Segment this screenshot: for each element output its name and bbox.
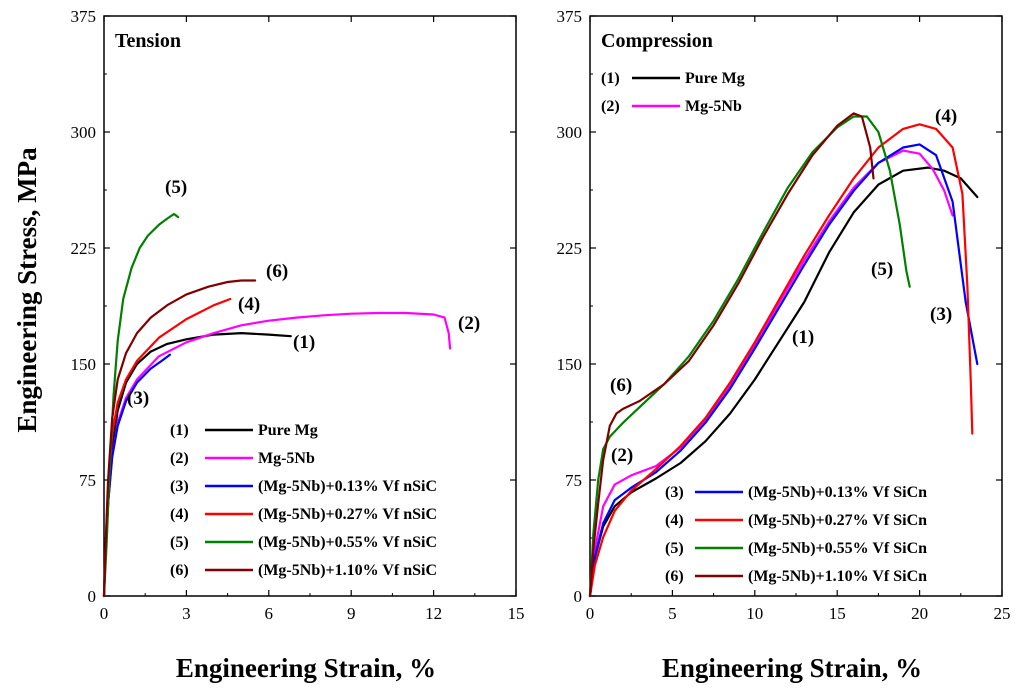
y-tick-label: 300: [71, 123, 97, 142]
y-tick-label: 375: [71, 7, 97, 26]
legend-number: (3): [170, 478, 189, 495]
x-tick-label: 15: [829, 604, 846, 623]
y-tick-label: 75: [79, 471, 96, 490]
legend-text: (Mg-5Nb)+0.55% Vf nSiC: [258, 534, 437, 551]
curve-label-3: (3): [930, 304, 952, 325]
series-line-3: [588, 143, 979, 598]
x-axis-label-tension: Engineering Strain, %: [176, 653, 436, 683]
curve-label-2: (2): [611, 445, 633, 466]
legend-number: (2): [170, 450, 189, 467]
x-tick-label: 5: [668, 604, 677, 623]
panel-title-tension: Tension: [115, 30, 181, 52]
legend-number: (4): [665, 512, 684, 529]
series-line-4: [588, 123, 974, 598]
y-axis-label-tension: Engineering Stress, MPa: [12, 147, 42, 433]
legend-number: (5): [665, 540, 684, 557]
y-tick-label: 0: [88, 587, 97, 606]
curve-label-1: (1): [792, 327, 814, 348]
y-tick-label: 75: [565, 471, 582, 490]
legend-text: (Mg-5Nb)+0.27% Vf SiCn: [748, 512, 927, 529]
series-line-1: [588, 166, 979, 598]
curve-label-5: (5): [165, 177, 187, 198]
legend-text: Pure Mg: [685, 70, 745, 87]
compression-panel: 0 75 150 225 300 375 0 5 10 15 20 25 (1) (2) (3) (4) (5)…: [557, 7, 1011, 623]
legend-number: (1): [601, 70, 620, 87]
legend-text: (Mg-5Nb)+0.13% Vf SiCn: [748, 484, 927, 501]
curve-label-1: (1): [293, 332, 315, 353]
legend-text: (Mg-5Nb)+0.55% Vf SiCn: [748, 540, 927, 557]
curve-label-6: (6): [610, 375, 632, 396]
y-tick-label: 225: [71, 239, 97, 258]
y-tick-label: 150: [71, 355, 97, 374]
legend-text: (Mg-5Nb)+0.13% Vf nSiC: [258, 478, 437, 495]
legend-number: (6): [665, 568, 684, 585]
series-line-6: [102, 279, 257, 598]
legend-text: Pure Mg: [258, 422, 318, 439]
y-tick-label: 300: [557, 123, 583, 142]
x-tick-label: 9: [347, 604, 356, 623]
y-tick-label: 0: [574, 587, 583, 606]
x-tick-label: 20: [911, 604, 928, 623]
x-tick-label: 0: [586, 604, 595, 623]
series-line-6: [588, 112, 875, 598]
curve-label-3: (3): [127, 388, 149, 409]
legend-number: (4): [170, 506, 189, 523]
x-tick-label: 6: [265, 604, 274, 623]
legend-text: (Mg-5Nb)+1.10% Vf SiCn: [748, 568, 927, 585]
panel-title-compression: Compression: [601, 30, 713, 52]
x-tick-label: 10: [746, 604, 763, 623]
curve-label-4: (4): [935, 106, 957, 127]
y-tick-label: 375: [557, 7, 583, 26]
legend-number: (1): [170, 422, 189, 439]
legend-number: (2): [601, 98, 620, 115]
y-tick-label: 150: [557, 355, 583, 374]
legend-text: (Mg-5Nb)+0.27% Vf nSiC: [258, 506, 437, 523]
legend-text: Mg-5Nb: [258, 450, 315, 467]
legend-number: (3): [665, 484, 684, 501]
x-tick-label: 15: [508, 604, 525, 623]
tension-panel: 0 75 150 225 300 375 0 3 6 9 12 15 (1) (2) (3) (4) (5) (6…: [71, 7, 525, 623]
legend-text: Mg-5Nb: [685, 98, 742, 115]
curve-label-5: (5): [871, 259, 893, 280]
curve-label-6: (6): [266, 261, 288, 282]
curve-label-4: (4): [238, 294, 260, 315]
legend-number: (5): [170, 534, 189, 551]
legend-number: (6): [170, 562, 189, 579]
curve-label-2: (2): [458, 313, 480, 334]
x-axis-label-compression: Engineering Strain, %: [662, 653, 922, 683]
series-line-2: [588, 149, 954, 598]
y-tick-label: 225: [557, 239, 583, 258]
x-tick-label: 12: [425, 604, 442, 623]
x-tick-label: 0: [100, 604, 109, 623]
legend-text: (Mg-5Nb)+1.10% Vf nSiC: [258, 562, 437, 579]
x-tick-label: 25: [994, 604, 1011, 623]
x-tick-label: 3: [182, 604, 191, 623]
